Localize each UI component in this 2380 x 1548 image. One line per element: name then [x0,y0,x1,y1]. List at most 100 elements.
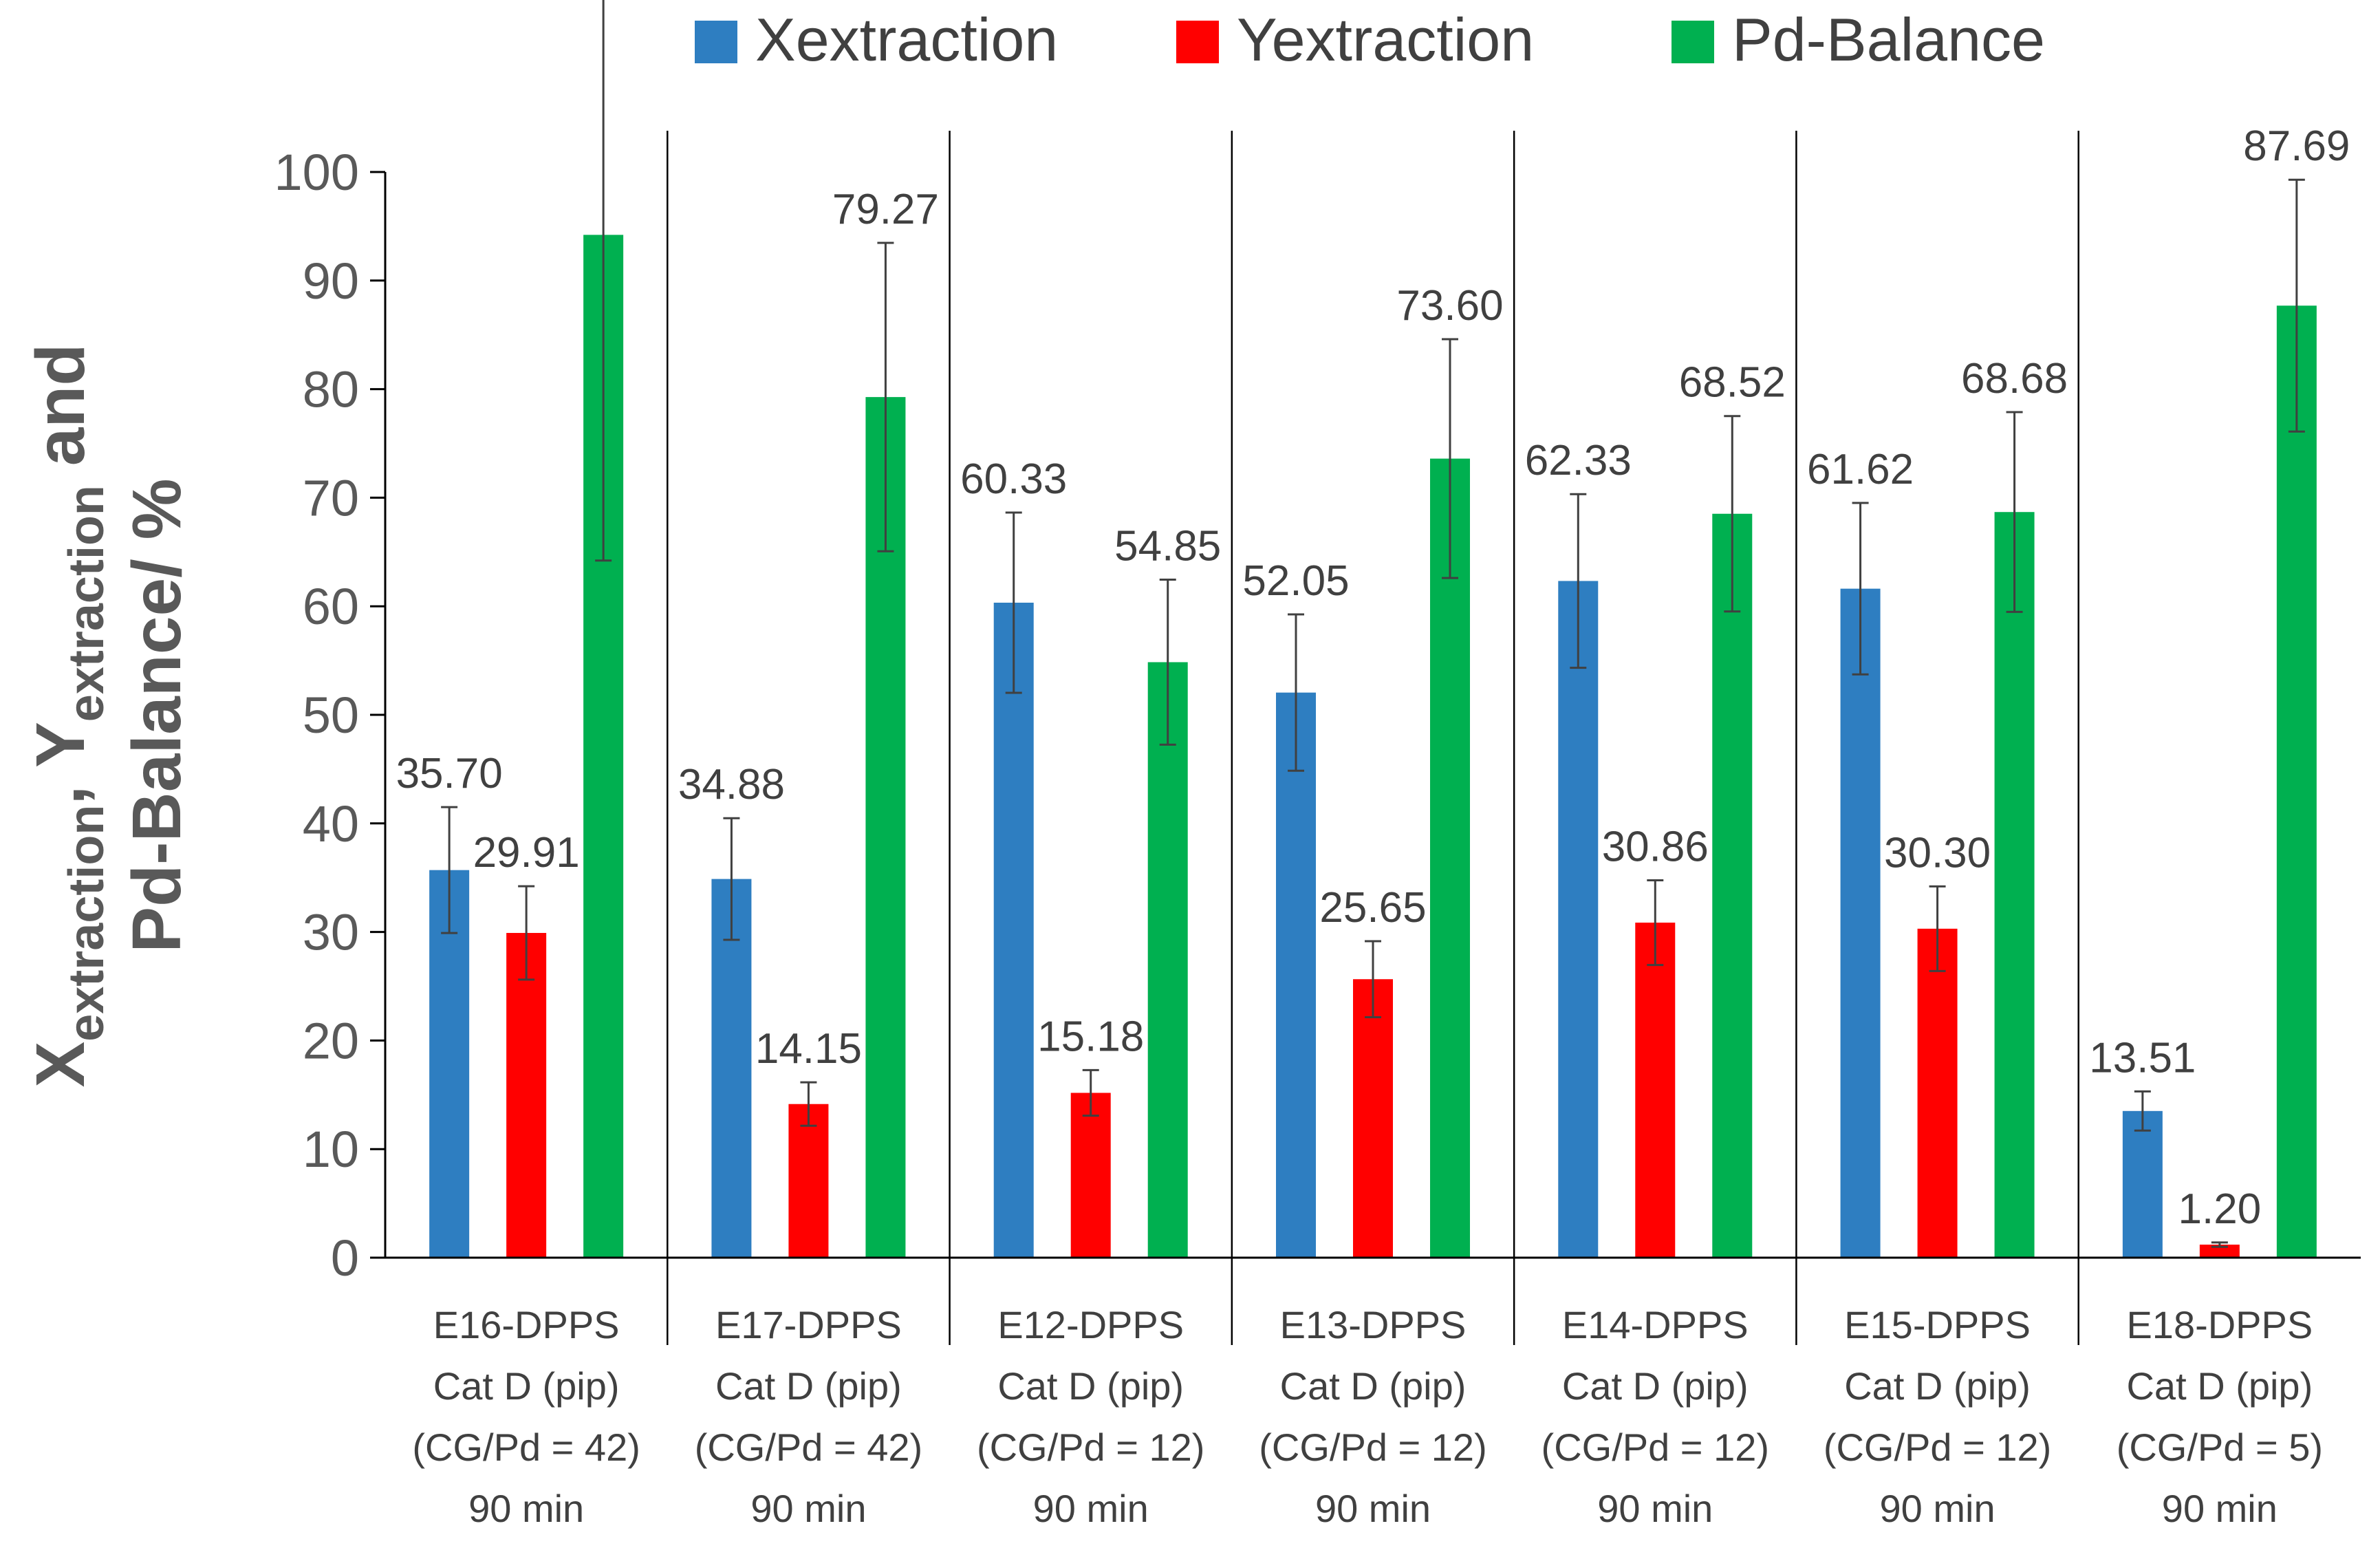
y-tick-label: 0 [331,1229,359,1287]
x-axis: E16-DPPS Cat D (pip) (CG/Pd = 42) 90 minE17… [385,131,2361,1530]
category-label: E13-DPPS Cat D (pip) (CG/Pd = 12) 90 min [1259,1303,1486,1530]
legend-label: Pd-Balance [1732,6,2045,74]
data-label: 15.18 [1037,1013,1144,1060]
bar-yextraction-6 [2199,1245,2240,1258]
y-tick-label: 100 [274,144,359,201]
category-label-line: 90 min [750,1487,866,1530]
category-label-line: Cat D (pip) [997,1364,1184,1408]
data-label: 68.68 [1961,355,2068,402]
y-tick-label: 30 [303,904,359,961]
data-label: 87.69 [2243,122,2350,170]
category-label-line: E12-DPPS [997,1303,1184,1346]
category-label-line: (CG/Pd = 42) [695,1426,922,1469]
data-label: 1.20 [2178,1185,2262,1233]
bar-xextraction-0 [429,870,470,1258]
y-axis-title-line-2: Pd-Balance/ % [118,478,195,952]
data-label: 54.85 [1114,523,1221,570]
legend: Xextraction Yextraction Pd-Balance [695,6,2045,74]
category-label-line: (CG/Pd = 12) [977,1426,1204,1469]
y-axis-title-line-1: Xextraction, Yextraction and [22,344,114,1088]
category-label-line: 90 min [1033,1487,1149,1530]
data-label: 35.70 [396,750,503,797]
category-label-line: Cat D (pip) [715,1364,902,1408]
data-label: 34.88 [678,761,785,808]
legend-item-pd-balance: Pd-Balance [1672,6,2045,74]
bar-xextraction-4 [1558,581,1599,1258]
y-tick-label: 80 [303,361,359,418]
y-tick-label: 70 [303,469,359,526]
bar-xextraction-3 [1276,692,1316,1258]
bar-xextraction-1 [711,879,752,1258]
category-label-line: (CG/Pd = 12) [1259,1426,1486,1469]
category-label-line: 90 min [2162,1487,2278,1530]
category-label-line: (CG/Pd = 12) [1541,1426,1769,1469]
y-title-text: Y [22,722,99,768]
bar-pd-balance-6 [2276,305,2317,1258]
category-label-line: (CG/Pd = 42) [412,1426,640,1469]
category-label: E17-DPPS Cat D (pip) (CG/Pd = 42) 90 min [695,1303,922,1530]
data-label: 79.27 [832,186,939,233]
data-label: 29.91 [473,829,580,877]
category-label-line: Cat D (pip) [2126,1364,2313,1408]
plot-area: 35.70 34.88 60.33 52.05 62.33 61.62 13.51 29.91… [396,0,2350,1258]
y-title-text: , [22,768,99,805]
data-label: 60.33 [960,455,1067,503]
category-label: E18-DPPS Cat D (pip) (CG/Pd = 5) 90 min [2117,1303,2323,1530]
category-label-line: E13-DPPS [1280,1303,1467,1346]
data-label: 68.52 [1679,359,1786,407]
y-axis: 0 10 20 30 40 50 60 70 80 90 100 [274,144,387,1287]
category-label: E14-DPPS Cat D (pip) (CG/Pd = 12) 90 min [1541,1303,1769,1530]
data-label: 73.60 [1396,282,1503,330]
category-label: E15-DPPS Cat D (pip) (CG/Pd = 12) 90 min [1824,1303,2051,1530]
category-label-line: Cat D (pip) [1562,1364,1749,1408]
category-label-line: E17-DPPS [715,1303,902,1346]
y-tick-label: 50 [303,687,359,744]
category-label-line: E14-DPPS [1562,1303,1749,1346]
data-label: 52.05 [1242,557,1349,605]
category-label: E16-DPPS Cat D (pip) (CG/Pd = 42) 90 min [412,1303,640,1530]
category-label-line: E15-DPPS [1844,1303,2031,1346]
category-label-line: Cat D (pip) [1844,1364,2031,1408]
bar-xextraction-5 [1840,588,1881,1258]
bar-yextraction-1 [788,1104,829,1258]
y-tick-label: 40 [303,795,359,852]
svg-text:Xextraction, Yextraction and: Xextraction, Yextraction and [22,344,114,1088]
bar-pd-balance-2 [1147,662,1188,1258]
y-tick-label: 20 [303,1012,359,1069]
data-label: 25.65 [1319,884,1426,932]
legend-label: Yextraction [1237,6,1534,74]
legend-swatch [1672,21,1714,63]
y-title-text: and [22,344,99,486]
y-title-text: Pd-Balance/ % [118,478,195,952]
bar-xextraction-2 [993,602,1034,1258]
category-label-line: 90 min [468,1487,584,1530]
category-label: E12-DPPS Cat D (pip) (CG/Pd = 12) 90 min [977,1303,1204,1530]
category-label-line: 90 min [1315,1487,1431,1530]
bar-pd-balance-3 [1430,458,1470,1258]
legend-item-yextraction: Yextraction [1176,6,1534,74]
data-label: 30.30 [1884,829,1991,877]
data-label: 14.15 [755,1025,862,1073]
legend-swatch [1176,21,1219,63]
bar-yextraction-3 [1353,979,1393,1258]
legend-item-xextraction: Xextraction [695,6,1058,74]
category-label-line: 90 min [1597,1487,1713,1530]
category-label-line: Cat D (pip) [433,1364,620,1408]
bar-yextraction-2 [1070,1093,1111,1258]
category-label-line: Cat D (pip) [1280,1364,1467,1408]
category-label-line: E16-DPPS [433,1303,620,1346]
data-label: 30.86 [1602,823,1709,870]
y-axis-title: Xextraction, Yextraction andPd-Balance/ … [22,344,195,1088]
category-label-line: E18-DPPS [2126,1303,2313,1346]
category-label-line: (CG/Pd = 12) [1824,1426,2051,1469]
bar-pd-balance-4 [1712,513,1753,1258]
y-tick-label: 60 [303,578,359,635]
bar-yextraction-5 [1917,928,1958,1258]
y-tick-label: 90 [303,252,359,310]
bar-xextraction-6 [2122,1110,2163,1258]
data-label: 61.62 [1807,446,1914,493]
y-title-subscript: extraction [59,805,114,1042]
bar-yextraction-0 [506,933,547,1258]
data-label: 13.51 [2089,1034,2196,1082]
